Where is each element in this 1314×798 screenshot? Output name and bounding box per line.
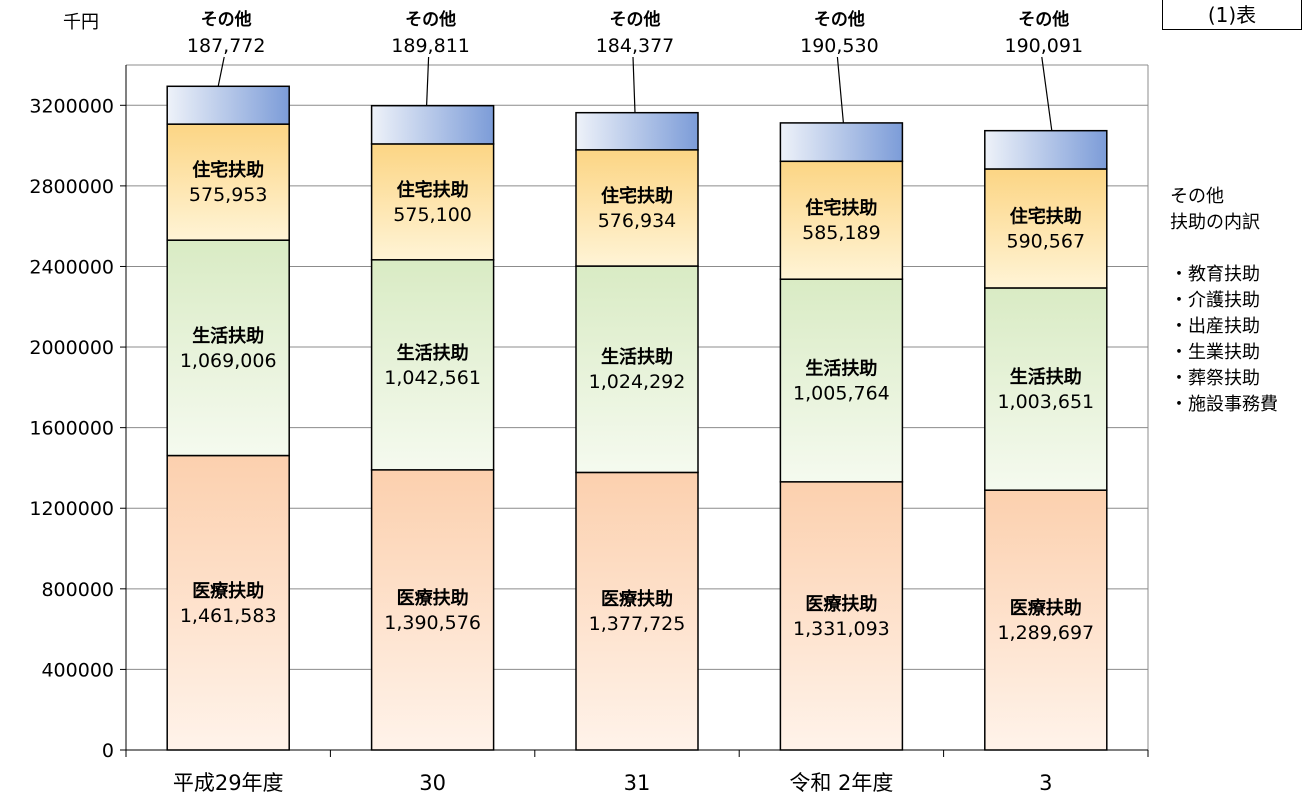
y-tick-label: 800000 <box>41 579 114 601</box>
medical-aid-segment <box>779 481 904 751</box>
x-category-label: 30 <box>419 771 446 795</box>
segment-name-label: 住宅扶助 <box>1010 205 1082 227</box>
other-aid-segment <box>984 129 1108 170</box>
other-callout-value: 189,811 <box>391 35 470 57</box>
other-breakdown-title-line-1: その他 <box>1170 186 1224 207</box>
other-callout-value: 190,091 <box>1005 35 1084 57</box>
segment-name-label: 住宅扶助 <box>397 179 469 201</box>
other-breakdown-item: ・生業扶助 <box>1170 342 1260 363</box>
segment-name-label: 医療扶助 <box>805 593 877 615</box>
y-tick-label: 2400000 <box>29 256 114 278</box>
other-breakdown-note: その他 扶助の内訳 ・教育扶助 ・介護扶助 ・出産扶助 ・生業扶助 ・葬祭扶助 … <box>1170 184 1278 418</box>
segment-name-label: 生活扶助 <box>397 342 469 364</box>
medical-aid-segment <box>575 471 699 751</box>
other-aid-segment <box>166 85 290 125</box>
living-aid-segment <box>779 278 904 483</box>
medical-aid-segment <box>370 469 495 751</box>
segment-value-label: 1,331,093 <box>793 618 890 640</box>
x-category-label: 平成29年度 <box>173 771 284 795</box>
segment-name-label: 住宅扶助 <box>805 197 877 219</box>
segment-name-label: 生活扶助 <box>192 325 264 347</box>
segment-name-label: 生活扶助 <box>1010 366 1082 388</box>
x-category-label: 3 <box>1039 771 1052 795</box>
segment-name-label: 生活扶助 <box>601 346 673 368</box>
other-callout-leader <box>836 56 844 123</box>
other-callout-name: その他 <box>814 9 865 30</box>
segment-value-label: 576,934 <box>598 210 677 232</box>
living-aid-segment <box>166 239 290 457</box>
housing-aid-segment <box>575 149 699 267</box>
segment-name-label: 医療扶助 <box>1010 597 1082 619</box>
other-callout-name: その他 <box>405 9 456 30</box>
other-aid-segment <box>779 122 904 163</box>
y-tick-label: 2800000 <box>29 176 114 198</box>
y-tick-label: 1200000 <box>29 498 114 520</box>
living-aid-segment <box>370 259 495 471</box>
other-callout-leader <box>1041 56 1053 131</box>
segment-name-label: 住宅扶助 <box>601 185 673 207</box>
segment-value-label: 1,390,576 <box>384 612 481 634</box>
other-breakdown-title-line-2: 扶助の内訳 <box>1170 212 1260 233</box>
other-breakdown-item: ・出産扶助 <box>1170 316 1260 337</box>
y-tick-label: 0 <box>102 740 114 762</box>
housing-aid-segment <box>166 123 290 241</box>
other-breakdown-item: ・施設事務費 <box>1170 394 1278 415</box>
segment-name-label: 医療扶助 <box>601 588 673 610</box>
segment-value-label: 1,003,651 <box>997 391 1094 413</box>
living-aid-segment <box>575 265 699 474</box>
other-callout-name: その他 <box>201 9 252 30</box>
other-callout-leader <box>632 56 636 113</box>
segment-value-label: 590,567 <box>1007 230 1086 252</box>
segment-value-label: 1,024,292 <box>589 371 686 393</box>
table-tag: (1)表 <box>1162 0 1302 30</box>
other-callout-value: 190,530 <box>800 35 879 57</box>
other-callout-value: 184,377 <box>596 35 675 57</box>
x-category-label: 31 <box>624 771 651 795</box>
segment-value-label: 585,189 <box>802 222 881 244</box>
segment-value-label: 1,461,583 <box>180 605 277 627</box>
other-aid-segment <box>370 104 495 145</box>
other-callout-value: 187,772 <box>187 35 266 57</box>
y-tick-label: 1600000 <box>29 418 114 440</box>
y-tick-label: 400000 <box>41 659 114 681</box>
segment-value-label: 1,289,697 <box>997 622 1094 644</box>
other-callout-leader <box>426 56 430 106</box>
other-breakdown-item: ・教育扶助 <box>1170 264 1260 285</box>
other-breakdown-item: ・介護扶助 <box>1170 290 1260 311</box>
other-callout-leader <box>217 56 225 87</box>
other-aid-segment <box>575 111 699 151</box>
segment-value-label: 575,100 <box>393 204 472 226</box>
segment-value-label: 1,377,725 <box>589 613 686 635</box>
housing-aid-segment <box>370 143 495 261</box>
segment-value-label: 1,005,764 <box>793 383 890 405</box>
housing-aid-segment <box>779 160 904 280</box>
segment-name-label: 生活扶助 <box>805 358 877 380</box>
data-labels: 医療扶助 1,461,583 生活扶助 1,069,006 住宅扶助 575,953 その他… <box>173 9 1094 795</box>
medical-aid-segment <box>984 489 1108 751</box>
segment-value-label: 575,953 <box>189 184 268 206</box>
other-callout-name: その他 <box>610 9 661 30</box>
y-axis-unit-label: 千円 <box>63 12 99 33</box>
living-aid-segment <box>984 287 1108 491</box>
housing-aid-segment <box>984 168 1108 289</box>
medical-aid-segment <box>166 454 290 751</box>
segment-value-label: 1,069,006 <box>180 350 277 372</box>
x-category-label: 令和 2年度 <box>789 771 893 795</box>
y-tick-label: 2000000 <box>29 337 114 359</box>
other-callout-name: その他 <box>1018 9 1069 30</box>
segment-value-label: 1,042,561 <box>384 367 481 389</box>
axes: 0 400000 800000 1200000 1600000 2000000 240000… <box>29 65 1149 762</box>
segment-name-label: 医療扶助 <box>397 587 469 609</box>
segment-name-label: 住宅扶助 <box>192 159 264 181</box>
segment-name-label: 医療扶助 <box>192 580 264 602</box>
other-breakdown-item: ・葬祭扶助 <box>1170 368 1260 389</box>
y-tick-label: 3200000 <box>29 95 114 117</box>
bars <box>166 85 1108 751</box>
